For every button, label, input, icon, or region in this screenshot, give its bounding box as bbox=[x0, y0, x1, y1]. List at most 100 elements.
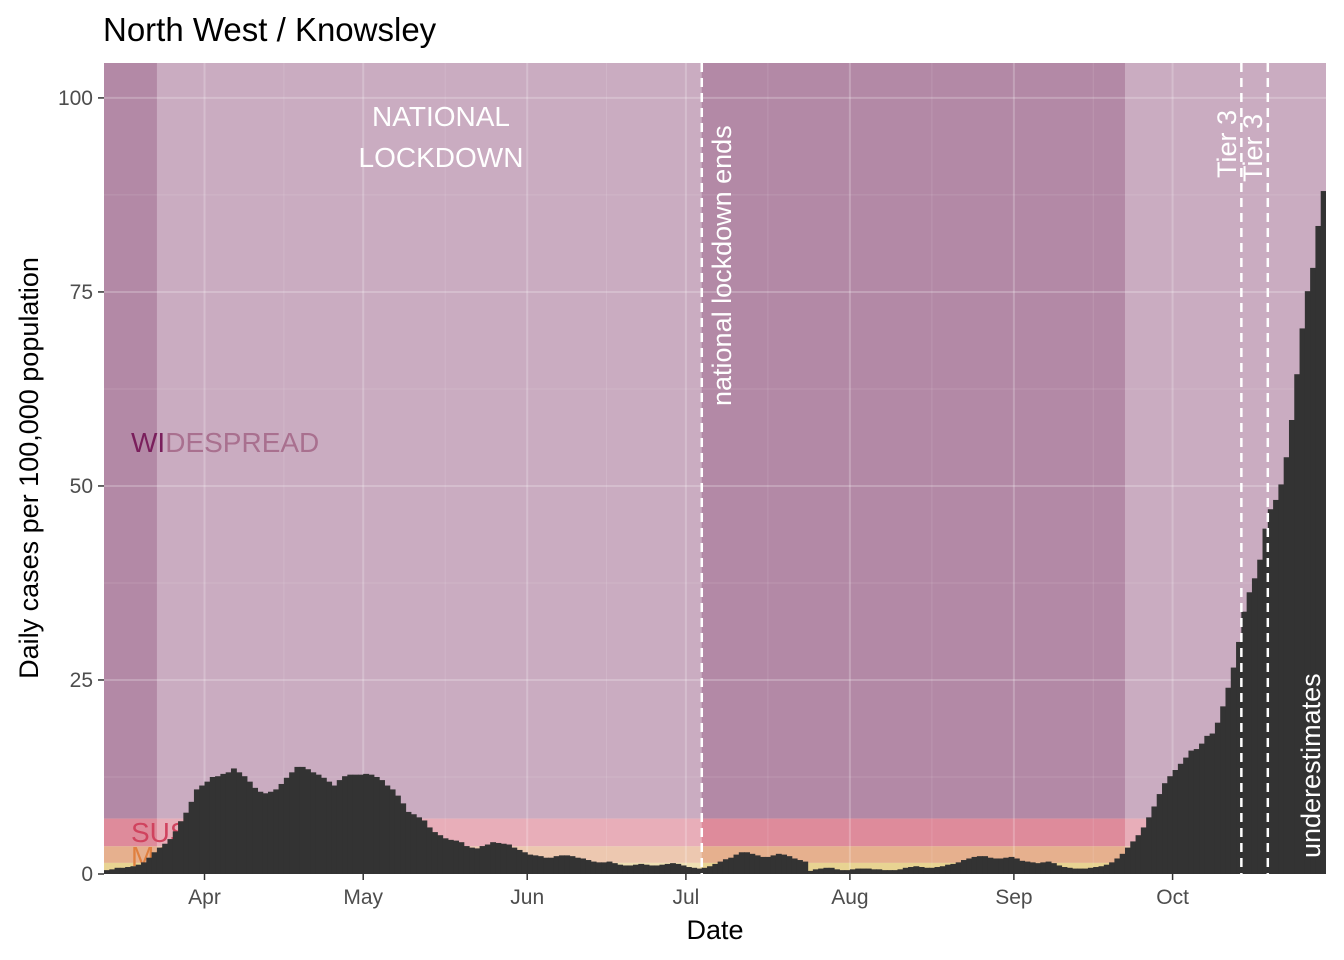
bar bbox=[738, 852, 745, 874]
bar bbox=[516, 849, 523, 874]
tier3-label-1: Tier 3 bbox=[1212, 110, 1242, 178]
bar bbox=[939, 866, 946, 874]
bar bbox=[241, 776, 248, 874]
bar bbox=[1188, 750, 1195, 874]
bar bbox=[585, 860, 592, 874]
bar bbox=[289, 772, 296, 874]
bar bbox=[1294, 374, 1301, 874]
bar bbox=[1146, 817, 1153, 874]
bar bbox=[564, 855, 571, 874]
bar bbox=[426, 827, 433, 874]
tier3-label-2: Tier 3 bbox=[1238, 114, 1268, 182]
bar bbox=[971, 856, 978, 874]
bar bbox=[463, 846, 470, 874]
bar bbox=[812, 869, 819, 874]
bar bbox=[1008, 856, 1015, 874]
bar bbox=[759, 856, 766, 874]
x-tick-label: Sep bbox=[995, 886, 1032, 909]
y-tick-label: 50 bbox=[70, 475, 93, 498]
bar bbox=[1299, 328, 1306, 874]
bar bbox=[1288, 419, 1295, 874]
bar bbox=[1072, 868, 1078, 874]
bar bbox=[1209, 733, 1216, 874]
bar bbox=[960, 860, 967, 874]
bar bbox=[722, 859, 729, 874]
bar bbox=[252, 787, 259, 874]
bar bbox=[320, 777, 327, 874]
bar bbox=[193, 789, 200, 874]
y-tick-label: 75 bbox=[70, 281, 93, 304]
bar bbox=[707, 866, 713, 874]
bar bbox=[1003, 857, 1010, 874]
bar bbox=[1304, 291, 1311, 874]
bar bbox=[506, 844, 512, 874]
bar bbox=[421, 820, 428, 874]
bar bbox=[156, 847, 163, 874]
bar bbox=[998, 858, 1004, 874]
bar bbox=[1093, 867, 1100, 874]
bar bbox=[839, 870, 846, 874]
bar bbox=[860, 868, 867, 874]
bar bbox=[934, 867, 941, 874]
bar bbox=[696, 868, 703, 874]
bar bbox=[384, 785, 391, 874]
y-tick-label: 0 bbox=[81, 863, 93, 886]
bar bbox=[437, 835, 444, 874]
bar bbox=[442, 838, 449, 874]
bar bbox=[654, 865, 661, 874]
bar bbox=[1315, 225, 1322, 874]
bar bbox=[728, 857, 735, 874]
bar bbox=[1230, 667, 1237, 874]
bar bbox=[1204, 735, 1211, 874]
bar bbox=[178, 821, 184, 874]
y-tick-label: 25 bbox=[70, 669, 93, 692]
bar bbox=[267, 791, 274, 874]
y-axis-title: Daily cases per 100,000 population bbox=[14, 257, 44, 679]
bar bbox=[104, 870, 110, 874]
bar bbox=[294, 766, 301, 874]
bar bbox=[548, 857, 555, 874]
bar bbox=[1337, 117, 1343, 874]
daily-case-bars bbox=[104, 117, 1343, 874]
bar bbox=[151, 852, 158, 874]
bar bbox=[574, 857, 581, 874]
bar bbox=[1156, 794, 1163, 874]
bar bbox=[749, 853, 756, 874]
bar bbox=[130, 866, 137, 874]
bar bbox=[236, 772, 243, 874]
bar bbox=[1029, 862, 1036, 874]
underestimates-label: underestimates bbox=[1296, 673, 1326, 858]
lockdown-label-line2: LOCKDOWN bbox=[359, 142, 524, 173]
bar bbox=[823, 867, 830, 874]
bar bbox=[1177, 763, 1184, 874]
bar bbox=[511, 847, 518, 874]
bar bbox=[982, 856, 989, 874]
bar bbox=[558, 855, 565, 874]
bar bbox=[1225, 687, 1232, 874]
period-shade-0 bbox=[156, 63, 702, 874]
x-tick-label: Aug bbox=[831, 886, 868, 909]
bar bbox=[617, 864, 624, 874]
bar bbox=[1035, 863, 1041, 874]
bar bbox=[1183, 757, 1190, 874]
bar bbox=[167, 839, 174, 874]
widespread-label: WIDESPREAD bbox=[131, 427, 319, 458]
bar bbox=[966, 858, 973, 874]
bar bbox=[1236, 641, 1242, 874]
bar bbox=[1087, 867, 1094, 874]
bar bbox=[1130, 841, 1137, 874]
bar bbox=[1077, 868, 1084, 874]
bar bbox=[537, 856, 544, 874]
bar bbox=[1019, 860, 1026, 874]
gridlines bbox=[104, 63, 1326, 874]
bar bbox=[1220, 706, 1227, 874]
band-widespread bbox=[104, 63, 1326, 819]
bar bbox=[601, 862, 608, 874]
bar bbox=[215, 776, 221, 874]
bar bbox=[347, 774, 354, 874]
threat-level-bands bbox=[104, 63, 1326, 874]
bar bbox=[855, 868, 862, 874]
bar bbox=[865, 868, 872, 874]
bar bbox=[1167, 776, 1174, 874]
y-axis: 0 25 50 75 100 bbox=[58, 87, 104, 886]
